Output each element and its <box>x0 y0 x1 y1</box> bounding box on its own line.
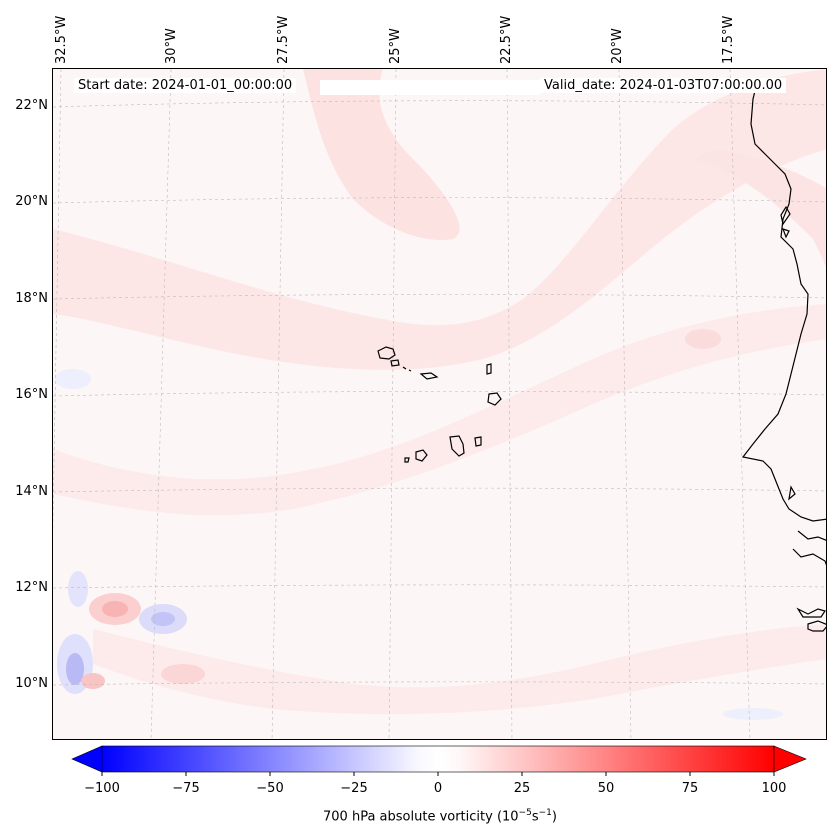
header-white-strip <box>320 80 540 95</box>
positive-cell-4 <box>81 673 105 689</box>
colorbar <box>71 745 807 776</box>
lon-label-22-5w: 22.5°W <box>499 15 514 64</box>
lat-label-16n: 16°N <box>15 387 48 402</box>
vorticity-band-upper <box>303 69 460 240</box>
colorbar-tick-neg25: −25 <box>340 781 368 796</box>
lon-label-25w: 25°W <box>388 28 403 64</box>
colorbar-tick-100: 100 <box>761 781 787 796</box>
lat-label-22n: 22°N <box>15 98 48 113</box>
map-panel[interactable] <box>52 68 827 740</box>
cape-verde-islands <box>377 346 502 463</box>
vorticity-field <box>53 69 826 739</box>
negative-cell-2 <box>66 653 84 685</box>
start-date-label: Start date: 2024-01-01_00:00:00 <box>74 78 297 93</box>
colorbar-tick-50: 50 <box>597 781 615 796</box>
vorticity-band-east <box>693 149 826 268</box>
vorticity-band-mid <box>53 304 826 516</box>
colorbar-ticks <box>101 772 775 776</box>
lon-label-27-5w: 27.5°W <box>276 15 291 64</box>
colorbar-title: 700 hPa absolute vorticity (10−5s−1) <box>323 808 557 825</box>
positive-cell-3 <box>161 664 205 684</box>
vorticity-band-north <box>53 69 826 370</box>
colorbar-tick-neg50: −50 <box>256 781 284 796</box>
colorbar-under-arrow <box>71 745 103 773</box>
colorbar-gradient <box>101 745 775 773</box>
vorticity-band-south <box>93 624 826 715</box>
negative-cell-4 <box>151 612 175 626</box>
lat-label-14n: 14°N <box>15 484 48 499</box>
colorbar-tick-neg75: −75 <box>172 781 200 796</box>
positive-cell-2 <box>102 601 128 617</box>
lat-label-18n: 18°N <box>15 291 48 306</box>
lon-label-17-5w: 17.5°W <box>721 15 736 64</box>
colorbar-over-arrow <box>773 745 807 773</box>
colorbar-tick-75: 75 <box>681 781 699 796</box>
lon-label-32-5w: 32.5°W <box>54 15 69 64</box>
negative-cell-6 <box>55 369 91 389</box>
lat-label-10n: 10°N <box>15 676 48 691</box>
lat-label-20n: 20°N <box>15 194 48 209</box>
colorbar-tick-0: 0 <box>433 781 443 796</box>
negative-cell-7 <box>723 708 783 720</box>
negative-cell-5 <box>68 571 88 607</box>
colorbar-tick-neg100: −100 <box>84 781 120 796</box>
colorbar-tick-25: 25 <box>513 781 531 796</box>
graticule <box>53 69 826 739</box>
lon-label-20w: 20°W <box>610 28 625 64</box>
lat-label-12n: 12°N <box>15 580 48 595</box>
positive-cell-5 <box>685 329 721 349</box>
african-coastline <box>741 78 826 632</box>
lon-label-30w: 30°W <box>164 28 179 64</box>
valid-date-label: Valid_date: 2024-01-03T07:00:00.00 <box>540 78 787 93</box>
